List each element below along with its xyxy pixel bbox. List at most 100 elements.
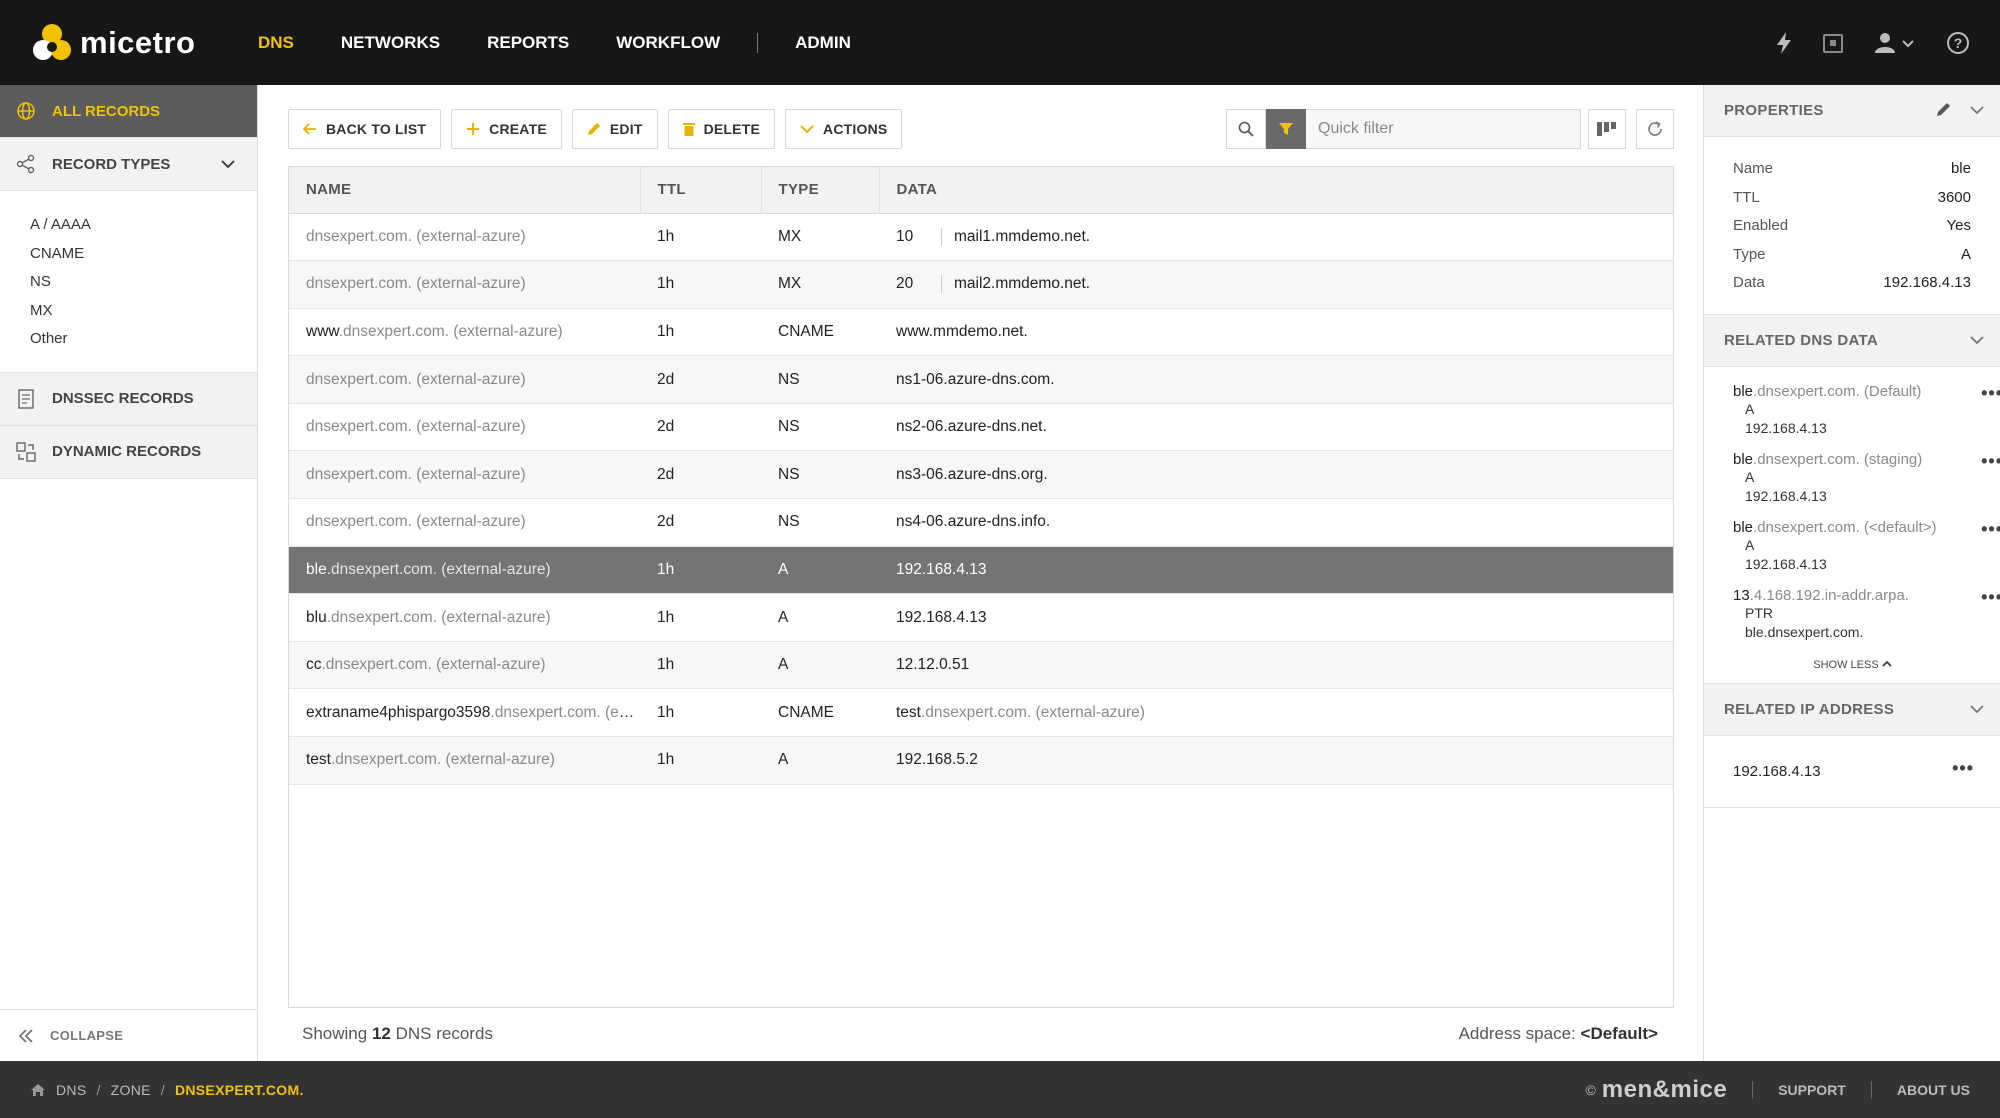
- chevron-down-icon[interactable]: [1970, 102, 1984, 119]
- delete-button[interactable]: DELETE: [667, 109, 776, 149]
- related-dns-type: A: [1745, 536, 1755, 553]
- more-options-icon[interactable]: •••: [1981, 518, 2000, 539]
- data-value: ns2-06.azure-dns.net.: [896, 418, 1047, 436]
- chevron-down-icon[interactable]: [221, 156, 235, 173]
- table-row[interactable]: www.dnsexpert.com. (external-azure) 1h CNA…: [289, 308, 1673, 357]
- chevron-down-icon[interactable]: [1970, 701, 1984, 718]
- cell-type: NS: [761, 450, 879, 500]
- related-dns-name: ble.dnsexpert.com. (Default): [1733, 382, 1922, 400]
- filter-icon[interactable]: [1266, 109, 1306, 149]
- record-type-other[interactable]: Other: [30, 330, 68, 347]
- table-row[interactable]: ble.dnsexpert.com. (external-azure) 1h A 19…: [289, 546, 1673, 595]
- related-dns-item[interactable]: ble.dnsexpert.com. (Default) A 192.168.4…: [1733, 382, 2000, 438]
- properties-header[interactable]: PROPERTIES: [1704, 85, 2000, 137]
- columns-icon[interactable]: [1588, 109, 1626, 149]
- table-row[interactable]: dnsexpert.com. (external-azure) 2d NS ns2-0…: [289, 403, 1673, 452]
- column-header-data[interactable]: DATA: [879, 167, 1673, 214]
- cell-ttl: 1h: [640, 260, 761, 309]
- cell-type: NS: [761, 403, 879, 452]
- globe-icon: [16, 101, 36, 121]
- related-ip-header[interactable]: RELATED IP ADDRESS: [1704, 683, 2000, 736]
- dynamic-records-icon: [16, 441, 36, 462]
- related-dns-header[interactable]: RELATED DNS DATA: [1704, 314, 2000, 367]
- trash-icon: [682, 122, 695, 136]
- more-options-icon[interactable]: •••: [1981, 450, 2000, 471]
- table-row[interactable]: dnsexpert.com. (external-azure) 2d NS ns1-0…: [289, 355, 1673, 404]
- related-ip-value: 192.168.4.13: [1733, 762, 1821, 780]
- cell-name: dnsexpert.com. (external-azure): [289, 403, 640, 452]
- search-icon[interactable]: [1226, 109, 1266, 149]
- property-row: Type A: [1733, 241, 1971, 270]
- column-header-name[interactable]: NAME: [289, 167, 641, 214]
- show-less-button[interactable]: SHOW LESS: [1704, 655, 2000, 683]
- breadcrumb-dns[interactable]: DNS: [56, 1081, 87, 1098]
- nav-reports[interactable]: REPORTS: [487, 32, 570, 52]
- related-dns-type: A: [1745, 468, 1755, 485]
- data-value: www.mmdemo.net.: [896, 322, 1028, 340]
- home-icon[interactable]: [30, 1083, 46, 1097]
- cell-name: ble.dnsexpert.com. (external-azure): [289, 546, 640, 595]
- help-icon[interactable]: ?: [1946, 31, 1970, 55]
- sidebar-item-record-types[interactable]: RECORD TYPES: [0, 138, 257, 191]
- table-row[interactable]: dnsexpert.com. (external-azure) 2d NS ns3-0…: [289, 450, 1673, 500]
- record-type-a-aaaa[interactable]: A / AAAA: [30, 216, 91, 233]
- table-row[interactable]: test.dnsexpert.com. (external-azure) 1h A 1…: [289, 736, 1673, 785]
- create-button[interactable]: CREATE: [451, 109, 562, 149]
- related-dns-name: ble.dnsexpert.com. (<default>): [1733, 518, 1937, 536]
- cell-data: ns1-06.azure-dns.com.: [879, 355, 1673, 404]
- user-menu-icon[interactable]: [1874, 32, 1916, 54]
- properties-list: Name ble TTL 3600 Enabled Yes Type A Data 192…: [1704, 137, 2000, 315]
- cell-name: dnsexpert.com. (external-azure): [289, 355, 640, 404]
- cell-type: NS: [761, 498, 879, 547]
- related-dns-item[interactable]: ble.dnsexpert.com. (staging) A 192.168.4…: [1733, 450, 2000, 506]
- nav-workflow[interactable]: WORKFLOW: [616, 32, 721, 52]
- actions-button[interactable]: ACTIONS: [785, 109, 903, 149]
- address-space-value[interactable]: <Default>: [1580, 1024, 1658, 1043]
- logo[interactable]: micetro: [32, 23, 250, 63]
- table-row[interactable]: dnsexpert.com. (external-azure) 2d NS ns4-0…: [289, 498, 1673, 547]
- more-options-icon[interactable]: •••: [1981, 586, 2000, 607]
- sidebar-item-dynamic[interactable]: DYNAMIC RECORDS: [0, 425, 257, 479]
- table-row[interactable]: extraname4phispargo3598.dnsexpert.com. (…: [289, 688, 1673, 738]
- nav-networks[interactable]: NETWORKS: [340, 32, 441, 52]
- support-link[interactable]: SUPPORT: [1778, 1081, 1846, 1098]
- table-row[interactable]: cc.dnsexpert.com. (external-azure) 1h A 12.…: [289, 641, 1673, 690]
- about-us-link[interactable]: ABOUT US: [1896, 1081, 1970, 1098]
- table-row[interactable]: dnsexpert.com. (external-azure) 1h MX 10 mai…: [289, 213, 1673, 262]
- menandmice-logo[interactable]: men&mice: [1601, 1075, 1728, 1103]
- pencil-icon[interactable]: [1936, 101, 1952, 121]
- refresh-icon[interactable]: [1636, 109, 1674, 149]
- cell-name: www.dnsexpert.com. (external-azure): [289, 308, 640, 357]
- sidebar-item-all-records[interactable]: ALL RECORDS: [0, 85, 257, 138]
- bolt-icon[interactable]: [1776, 31, 1792, 54]
- edit-button[interactable]: EDIT: [571, 109, 658, 149]
- record-type-ns[interactable]: NS: [30, 273, 51, 290]
- footer-bar: DNS / ZONE / DNSEXPERT.COM. © men&mice S…: [0, 1061, 2000, 1118]
- table-row[interactable]: blu.dnsexpert.com. (external-azure) 1h A 19…: [289, 593, 1673, 642]
- back-to-list-button[interactable]: BACK TO LIST: [288, 109, 442, 149]
- related-dns-item[interactable]: 13.4.168.192.in-addr.arpa. PTR ble.dnsex…: [1733, 587, 2000, 642]
- more-options-icon[interactable]: •••: [1981, 382, 2000, 403]
- footer-links: © men&mice SUPPORT ABOUT US: [1585, 1061, 1970, 1118]
- nav-admin[interactable]: ADMIN: [795, 32, 851, 52]
- column-header-ttl[interactable]: TTL: [640, 167, 762, 214]
- column-header-type[interactable]: TYPE: [761, 167, 880, 214]
- table-row[interactable]: dnsexpert.com. (external-azure) 1h MX 20 mai…: [289, 260, 1673, 309]
- task-icon[interactable]: [1822, 32, 1844, 54]
- collapse-button[interactable]: COLLAPSE: [0, 1009, 257, 1061]
- chevron-down-icon[interactable]: [1970, 332, 1984, 349]
- cell-name: cc.dnsexpert.com. (external-azure): [289, 641, 640, 690]
- related-dns-name: ble.dnsexpert.com. (staging): [1733, 450, 1923, 468]
- inspector-panel: PROPERTIES Name ble TTL 3600 Enabled Yes Ty…: [1703, 85, 2000, 1061]
- related-ip-item[interactable]: 192.168.4.13 •••: [1704, 736, 2000, 808]
- related-dns-item[interactable]: ble.dnsexpert.com. (<default>) A 192.168…: [1733, 518, 2000, 574]
- cell-type: A: [761, 593, 879, 642]
- more-options-icon[interactable]: •••: [1952, 757, 1974, 778]
- sidebar-item-dnssec[interactable]: DNSSEC RECORDS: [0, 372, 257, 426]
- record-type-mx[interactable]: MX: [30, 301, 53, 319]
- breadcrumb-zone[interactable]: ZONE: [110, 1081, 151, 1098]
- record-type-cname[interactable]: CNAME: [30, 244, 85, 262]
- nav-dns[interactable]: DNS: [258, 32, 294, 52]
- quick-filter-input[interactable]: [1306, 109, 1581, 149]
- left-sidebar: ALL RECORDS RECORD TYPES A / AAAA CNAME …: [0, 85, 258, 1061]
